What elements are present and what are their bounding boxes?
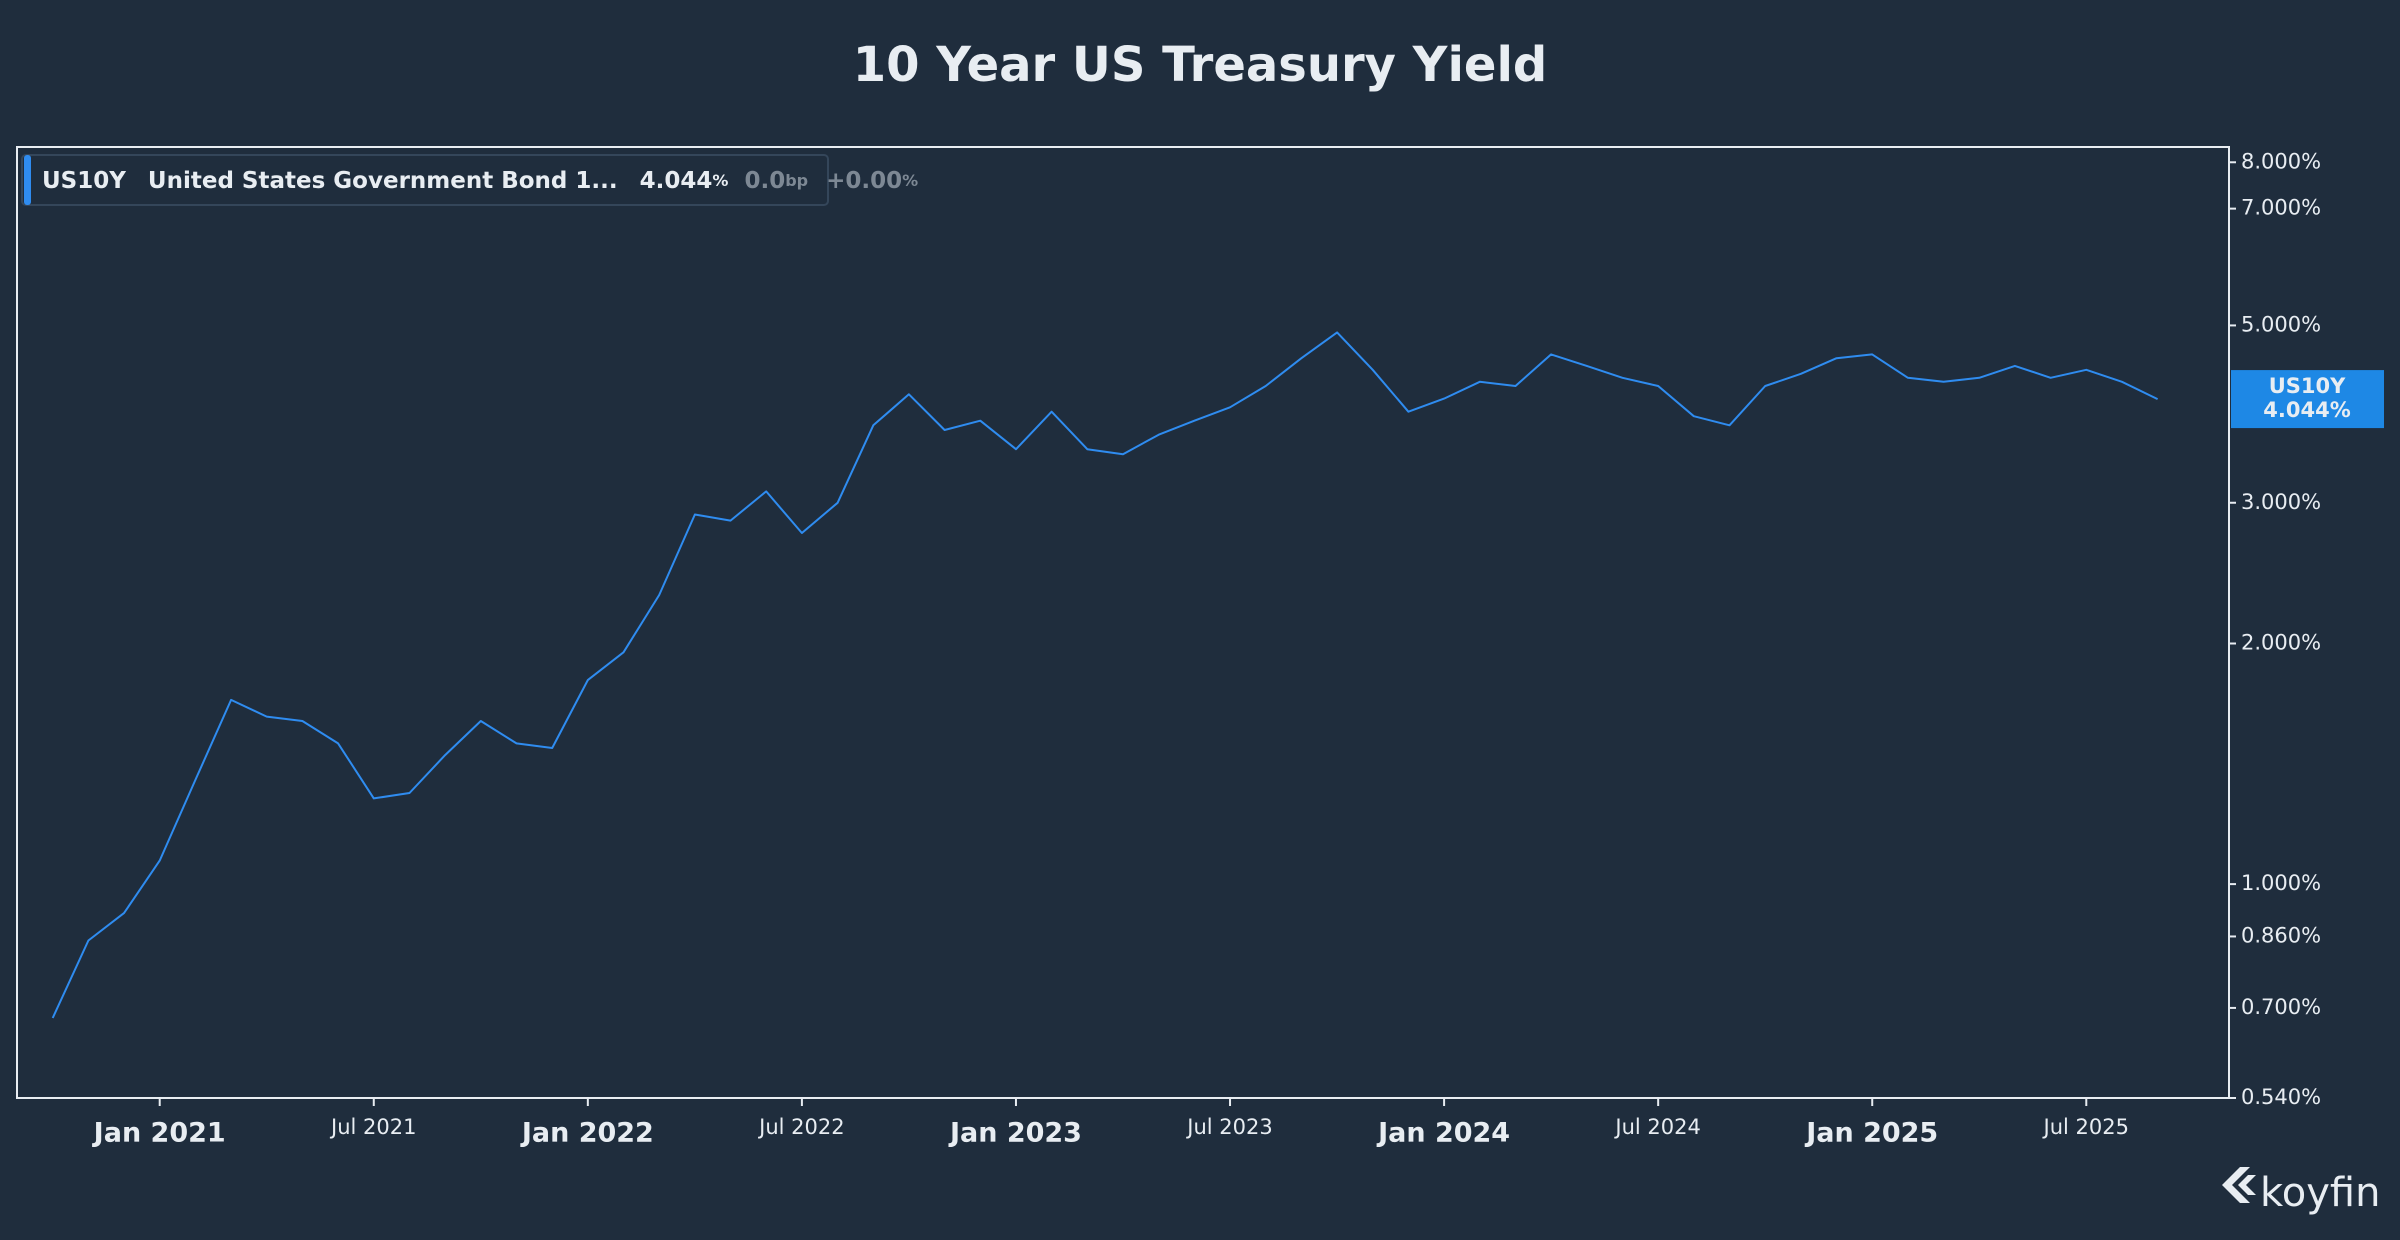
legend-name: United States Government Bond 1...: [148, 168, 618, 194]
watermark: koyfin: [2222, 1167, 2380, 1216]
x-tick-label: Jan 2021: [92, 1118, 226, 1149]
legend-swatch: [24, 155, 31, 205]
legend-text: US10Y United States Government Bond 1...…: [42, 168, 918, 194]
legend: US10Y United States Government Bond 1...…: [21, 154, 918, 206]
legend-value: 4.044: [640, 168, 713, 194]
x-tick-label: Jan 2023: [948, 1118, 1082, 1149]
y-tick-label: 2.000%: [2241, 630, 2321, 654]
y-tick-label: 8.000%: [2241, 149, 2321, 173]
y-tick-label: 3.000%: [2241, 490, 2321, 514]
x-tick-label: Jul 2023: [1185, 1115, 1272, 1139]
x-tick-label: Jan 2024: [1376, 1118, 1510, 1149]
plot-frame: [16, 146, 2230, 1099]
x-tick-label: Jul 2025: [2042, 1115, 2129, 1139]
y-tick-label: 5.000%: [2241, 312, 2321, 336]
chart-title: 10 Year US Treasury Yield: [853, 37, 1548, 93]
legend-change-pct: +0.00: [826, 168, 902, 194]
x-tick-label: Jan 2025: [1804, 1118, 1938, 1149]
legend-change: 0.0: [744, 168, 785, 194]
watermark-icon: [2222, 1167, 2256, 1203]
y-tick-label: 1.000%: [2241, 871, 2321, 895]
y-tick-label: 0.540%: [2241, 1085, 2321, 1109]
badge-label: US10Y: [2269, 374, 2346, 398]
price-badge: [2231, 370, 2384, 429]
legend-ticker: US10Y: [42, 168, 126, 194]
badge-value: 4.044%: [2263, 398, 2350, 422]
watermark-text: koyfin: [2260, 1170, 2380, 1216]
legend-value-unit: %: [712, 171, 728, 190]
x-tick-label: Jul 2022: [757, 1115, 844, 1139]
y-tick-label: 0.860%: [2241, 923, 2321, 947]
legend-change-pct-unit: %: [902, 171, 918, 190]
x-tick-label: Jul 2024: [1613, 1115, 1700, 1139]
x-tick-label: Jul 2021: [329, 1115, 416, 1139]
legend-box: [21, 154, 829, 206]
legend-change-unit: bp: [785, 171, 808, 190]
y-tick-label: 0.700%: [2241, 995, 2321, 1019]
series-line: [51, 331, 2159, 1019]
y-tick-label: 7.000%: [2241, 196, 2321, 220]
x-tick-label: Jan 2022: [520, 1118, 654, 1149]
